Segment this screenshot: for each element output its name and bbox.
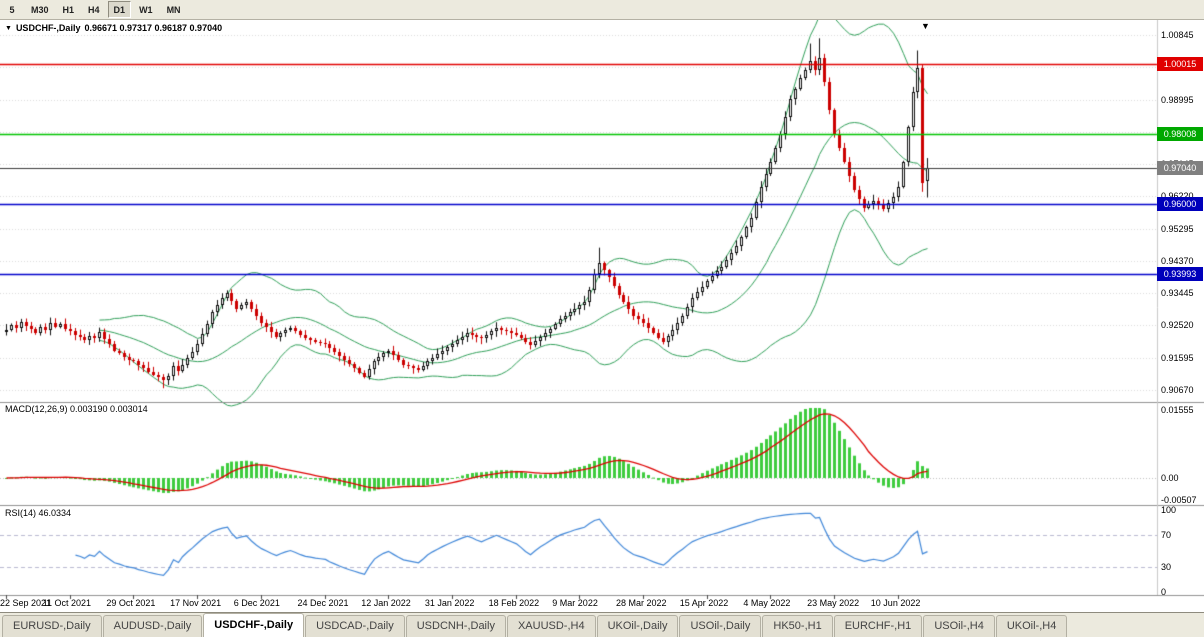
timeframe-button-h1[interactable]: H1 (62, 5, 75, 15)
date-axis-label: 24 Dec 2021 (297, 598, 349, 608)
macd-axis-label: 0.00 (1161, 473, 1179, 483)
price-axis-label: 0.96220 (1161, 191, 1194, 201)
chart-tab-usoil-daily[interactable]: USOil-,Daily (679, 615, 762, 637)
level-price-badge: 0.96000 (1157, 197, 1203, 212)
rsi-axis-label: 100 (1161, 505, 1177, 515)
date-axis-label: 31 Jan 2022 (424, 598, 475, 608)
timeframe-button-5[interactable]: 5 (9, 5, 15, 15)
chart-tab-ukoil-h4[interactable]: UKOil-,H4 (995, 615, 1068, 637)
macd-axis-label: 0.01555 (1161, 404, 1194, 415)
timeframe-button-w1[interactable]: W1 (139, 5, 153, 15)
chart-tab-usoil-h4[interactable]: USOil-,H4 (923, 615, 995, 637)
chart-tab-usdcad-daily[interactable]: USDCAD-,Daily (305, 615, 405, 637)
date-axis-label: 4 May 2022 (743, 598, 791, 608)
level-price-badge: 0.98008 (1157, 126, 1203, 141)
chart-shift-marker-icon[interactable]: ▼ (921, 21, 930, 31)
chart-tab-eurchf-h1[interactable]: EURCHF-,H1 (833, 615, 923, 637)
date-axis-label: 22 Sep 2021 (0, 598, 52, 608)
timeframe-button-d1[interactable]: D1 (107, 1, 132, 18)
date-axis-label: 6 Dec 2021 (233, 598, 280, 608)
chart-ohlc-readout: ▼ USDCHF-,Daily 0.96671 0.97317 0.96187 … (5, 23, 222, 33)
symbol-marker-icon: ▼ (5, 24, 12, 32)
price-axis-label: 0.90670 (1161, 385, 1194, 395)
time-axis[interactable]: 22 Sep 2021 11 Oct 2021 29 Oct 2021 17 Nov … (0, 598, 1204, 612)
level-price-badge: 0.93993 (1157, 267, 1203, 282)
date-axis-label: 29 Oct 2021 (106, 598, 156, 608)
price-axis-label: 1.00845 (1161, 30, 1194, 40)
date-axis-label: 23 May 2022 (807, 598, 860, 608)
chart-tabs-bar: EURUSD-,Daily AUDUSD-,Daily USDCHF-,Daily U… (0, 612, 1204, 637)
rsi-axis-label: 30 (1161, 562, 1172, 573)
rsi-axis-label: 70 (1161, 529, 1172, 540)
chart-tab-usdchf-daily[interactable]: USDCHF-,Daily (203, 613, 305, 637)
price-chart-canvas[interactable] (0, 20, 1204, 612)
price-axis-label: 0.93445 (1161, 288, 1194, 299)
price-axis-label: 0.91595 (1161, 352, 1194, 363)
rsi-axis-label: 0 (1161, 587, 1167, 597)
price-axis-label: 0.95295 (1161, 223, 1194, 234)
rsi-indicator-label: RSI(14) 46.0334 (5, 508, 72, 518)
price-axis[interactable]: 1.008450.999200.989950.980700.971450.962… (1157, 20, 1204, 612)
price-axis-label: 0.98995 (1161, 94, 1194, 105)
date-axis-label: 15 Apr 2022 (679, 598, 729, 608)
symbol-label: USDCHF-,Daily (15, 23, 81, 33)
chart-tab-ukoil-daily[interactable]: UKOil-,Daily (596, 615, 679, 637)
current-price-badge: 0.97040 (1157, 160, 1203, 175)
price-axis-label: 0.92520 (1161, 320, 1194, 331)
price-axis-label: 0.94370 (1161, 255, 1194, 266)
date-axis-label: 9 Mar 2022 (552, 598, 598, 608)
macd-axis-label: -0.00507 (1161, 495, 1197, 506)
macd-indicator-label: MACD(12,26,9) 0.003190 0.003014 (5, 404, 148, 414)
chart-tab-audusd-daily[interactable]: AUDUSD-,Daily (102, 615, 203, 637)
timeframe-toolbar: 5 M30 H1 H4 D1 W1 MN (0, 0, 1204, 20)
timeframe-button-mn[interactable]: MN (166, 5, 181, 15)
ohlc-values: 0.96671 0.97317 0.96187 0.97040 (84, 23, 223, 33)
chart-tab-hk50-h1[interactable]: HK50-,H1 (762, 615, 833, 637)
date-axis-label: 17 Nov 2021 (170, 598, 222, 608)
timeframe-button-h4[interactable]: H4 (88, 5, 100, 15)
level-price-badge: 1.00015 (1157, 56, 1203, 71)
date-axis-label: 18 Feb 2022 (488, 598, 540, 608)
date-axis-label: 12 Jan 2022 (361, 598, 411, 608)
date-axis-label: 11 Oct 2021 (42, 598, 92, 608)
chart-tab-xauusd-h4[interactable]: XAUUSD-,H4 (506, 615, 596, 637)
timeframe-button-m30[interactable]: M30 (31, 5, 49, 15)
chart-tab-eurusd-daily[interactable]: EURUSD-,Daily (2, 615, 102, 637)
chart-tab-usdcnh-daily[interactable]: USDCNH-,Daily (405, 615, 506, 637)
date-axis-label: 10 Jun 2022 (870, 598, 921, 608)
date-axis-label: 28 Mar 2022 (616, 598, 667, 608)
chart-area: ▼ USDCHF-,Daily 0.96671 0.97317 0.96187 … (0, 20, 1204, 612)
